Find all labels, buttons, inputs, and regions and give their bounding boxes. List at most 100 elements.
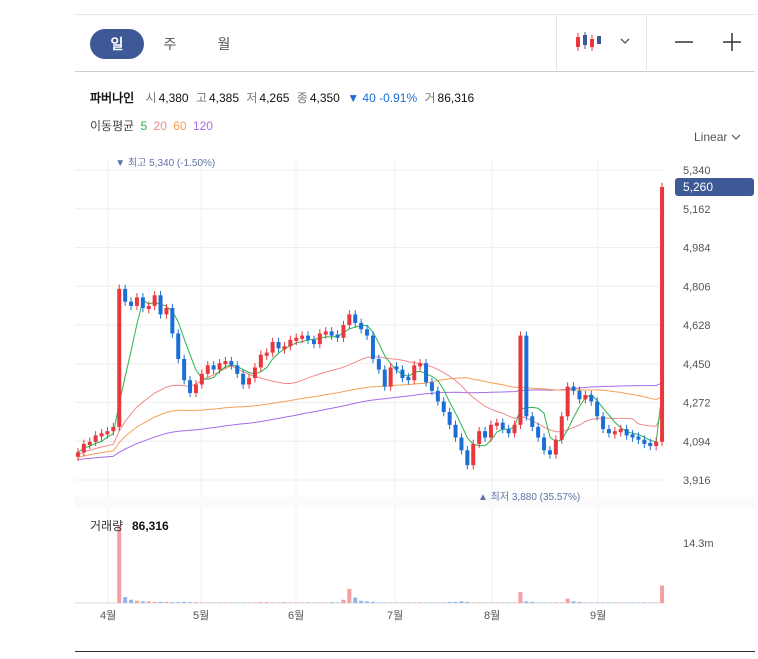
stock-name: 파버나인 [90,91,135,105]
candle-body [441,401,446,413]
volume-bar [606,602,611,603]
candle-body [282,346,287,350]
volume-bar [459,601,464,603]
candle-body [583,395,588,400]
toolbar-divider [646,15,647,70]
volume-bar [506,602,511,603]
high-annotation: ▼ 최고 5,340 (-1.50%) [115,157,215,169]
current-price-label: 5,260 [683,180,713,194]
close-label: 종 [296,91,308,105]
volume-bar [193,602,198,603]
volume-bar [524,601,529,603]
tab-week[interactable]: 주 [163,36,177,52]
volume-bar [488,602,493,603]
volume-bar [483,602,488,603]
x-tick-label: 7월 [387,609,403,622]
open-value: 4,380 [158,91,189,105]
volume-bar [412,602,417,603]
ma20-label: 20 [153,119,167,133]
volume-bar [311,602,316,603]
volume-bar [164,601,169,603]
candle-body [494,422,499,426]
candle-body [123,288,128,302]
volume-bar [601,602,606,603]
zoom-in-button[interactable] [717,27,747,57]
candle-body [294,337,299,341]
candlestick-icon [576,32,630,51]
candle-body [571,386,576,391]
candle-body [99,433,104,437]
candle-body [589,395,594,402]
volume-bar [618,602,623,603]
ma120-line [77,382,663,461]
candle-body [335,334,340,338]
volume-bar [630,602,635,603]
volume-bar [329,602,334,603]
candle-body [288,339,293,347]
plus-icon [723,33,741,51]
volume-bar [223,602,228,603]
candle-body [134,297,139,306]
zoom-out-button[interactable] [669,27,699,57]
volume-bar [217,602,222,603]
volume-bar [365,601,370,603]
candle-body [270,341,275,353]
candle-body [565,386,570,417]
volume-bar [264,602,269,603]
volume-bar [276,602,281,603]
volume-bar [205,602,210,603]
ma60-label: 60 [173,119,187,133]
scale-label: Linear [694,130,728,144]
candle-body [217,363,222,370]
candle-body [87,441,92,445]
tab-month[interactable]: 월 [217,36,231,52]
x-tick-label: 8월 [484,609,500,622]
candle-body [477,431,482,444]
candle-body [483,431,488,438]
candle-body [323,331,328,335]
panel-separator [75,497,755,507]
open-label: 시 [145,91,157,105]
volume-bar [235,602,240,603]
candle-body [152,295,157,306]
candle-body [353,314,358,323]
candle-body [75,452,80,457]
candle-body [146,305,151,310]
candle-body [341,325,346,338]
volume-bar [494,602,499,603]
volume-bar [182,601,187,603]
chevron-down-icon [620,38,630,44]
candle-body [660,186,665,442]
candle-body [488,424,493,438]
y-tick-label: 4,450 [683,359,711,371]
volume-bar [429,602,434,603]
candle-body [630,434,635,438]
candle-body [129,301,134,306]
x-tick-label: 4월 [100,609,116,622]
volume-bar [341,599,346,603]
volume-bar [477,602,482,603]
candle-body [211,365,216,370]
volume-bar [583,602,588,603]
volume-bar [512,602,517,603]
price-summary: 파버나인 시 4,380 고 4,385 저 4,265 종 4,350 ▼ 40 -0… [90,89,478,106]
volume-bar [170,602,175,603]
candle-body [559,416,564,440]
candle-body [601,416,606,430]
tab-day[interactable]: 일 [90,29,144,59]
volume-bar [359,600,364,603]
volume-bar [323,602,328,603]
volume-bar [547,602,552,603]
volume-panel-value: 86,316 [132,519,169,533]
volume-bar [353,597,358,603]
volume-bar [241,602,246,603]
volume-bar [134,600,139,603]
candle-body [388,367,393,387]
volume-bar [347,588,352,603]
volume-bar [188,602,193,603]
volume-bar [158,601,163,603]
ma5-label: 5 [140,119,148,133]
scale-selector[interactable]: Linear [694,130,741,144]
chart-type-selector[interactable] [573,27,633,57]
